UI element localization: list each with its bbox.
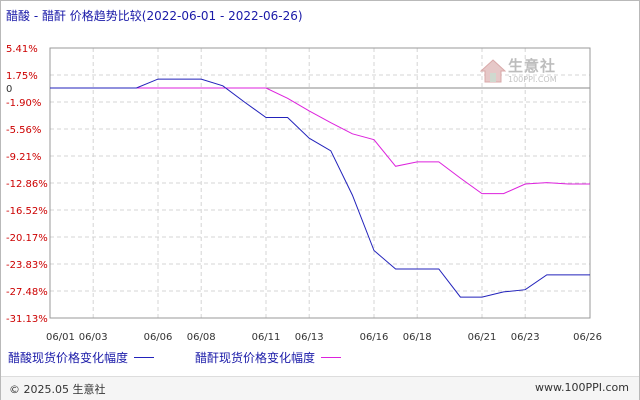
y-tick-label: -23.83% <box>6 260 48 271</box>
footer-copyright: © 2025.05 生意社 <box>9 383 106 396</box>
y-tick-label: -20.17% <box>6 233 48 244</box>
x-tick-label: 06/03 <box>79 332 108 343</box>
x-tick-label: 06/11 <box>252 332 281 343</box>
legend-item-acetic-anhydride: 醋酐现货价格变化幅度 <box>195 349 342 366</box>
axes <box>49 47 591 319</box>
series-layer <box>50 78 590 298</box>
x-tick-label: 06/13 <box>295 332 324 343</box>
y-axis-ticks: 5.41% 1.75% 0 -1.90% -5.56% -9.21% -12.86% -16.… <box>6 44 48 325</box>
y-tick-label: -12.86% <box>6 179 48 190</box>
x-tick-label: 06/06 <box>144 332 173 343</box>
y-tick-label: -9.21% <box>6 152 41 163</box>
x-axis-ticks: 06/01 06/03 06/06 06/08 06/11 06/13 06/16 06/18… <box>46 332 602 343</box>
y-tick-label: 1.75% <box>6 71 38 82</box>
legend: 醋酸现货价格变化幅度 醋酐现货价格变化幅度 <box>0 349 640 369</box>
x-tick-label: 06/21 <box>468 332 497 343</box>
watermark-name: 生意社 <box>508 57 557 75</box>
y-tick-label: -16.52% <box>6 206 48 217</box>
y-tick-label: -31.13% <box>6 314 48 325</box>
x-tick-label: 06/18 <box>403 332 432 343</box>
y-tick-label: 0 <box>6 84 12 95</box>
legend-swatch <box>134 357 155 358</box>
x-tick-label: 06/08 <box>187 332 216 343</box>
series-line-acetic-acid <box>50 78 590 298</box>
y-tick-label: 5.41% <box>6 44 38 55</box>
plot-area-border <box>49 47 591 319</box>
y-tick-label: -27.48% <box>6 287 48 298</box>
x-tick-label: 06/01 <box>46 332 75 343</box>
x-tick-label: 06/23 <box>511 332 540 343</box>
line-chart: 5.41% 1.75% 0 -1.90% -5.56% -9.21% -12.86% -16.… <box>6 44 602 343</box>
legend-label: 醋酐现货价格变化幅度 <box>195 351 316 365</box>
watermark: 生意社 100PPI.COM <box>478 54 578 94</box>
x-tick-label: 06/26 <box>573 332 602 343</box>
legend-item-acetic-acid: 醋酸现货价格变化幅度 <box>8 349 155 366</box>
legend-swatch <box>321 357 342 358</box>
x-tick-label: 06/16 <box>360 332 389 343</box>
legend-label: 醋酸现货价格变化幅度 <box>8 351 129 365</box>
chart-title: 醋酸 - 醋酐 价格趋势比较(2022-06-01 - 2022-06-26) <box>6 9 303 23</box>
y-tick-label: -1.90% <box>6 98 41 109</box>
footer-website-link[interactable]: www.100PPI.com <box>535 381 629 394</box>
house-logo-icon <box>480 59 506 83</box>
y-tick-label: -5.56% <box>6 125 41 136</box>
watermark-url: 100PPI.COM <box>508 75 557 84</box>
footer: © 2025.05 生意社 www.100PPI.com <box>1 376 639 400</box>
series-line-acetic-anhydride <box>50 87 590 195</box>
